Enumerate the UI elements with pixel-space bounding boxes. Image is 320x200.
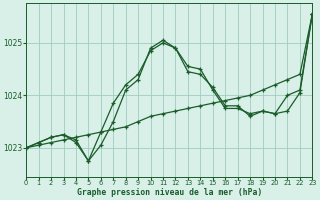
X-axis label: Graphe pression niveau de la mer (hPa): Graphe pression niveau de la mer (hPa) [77,188,262,197]
